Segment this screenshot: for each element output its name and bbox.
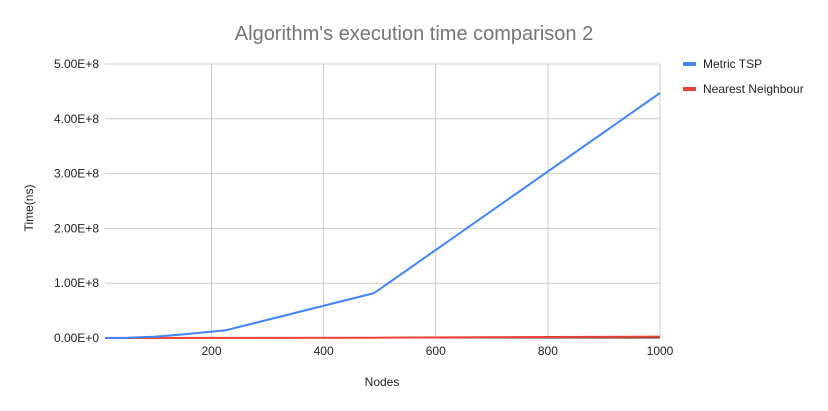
y-tick-label: 4.00E+8 xyxy=(54,112,99,126)
legend-swatch xyxy=(683,87,696,91)
legend-swatch xyxy=(683,62,696,66)
legend: Metric TSP Nearest Neighbour xyxy=(683,57,804,96)
legend-entry: Metric TSP xyxy=(703,57,762,71)
x-axis-label: Nodes xyxy=(365,375,400,389)
x-tick-label: 200 xyxy=(201,344,221,358)
x-tick-label: 600 xyxy=(426,344,446,358)
y-tick-label: 0.00E+0 xyxy=(54,331,99,345)
x-tick-label: 400 xyxy=(314,344,334,358)
y-axis-label: Time(ns) xyxy=(22,185,36,232)
series-line-metric-tsp xyxy=(104,92,661,339)
series-line-nearest-neighbour xyxy=(104,335,661,339)
x-axis-ticks: 200 400 600 800 1000 xyxy=(201,344,673,358)
y-axis-ticks: 0.00E+0 1.00E+8 2.00E+8 3.00E+8 4.00E+8 5.00E… xyxy=(54,57,99,345)
x-tick-label: 800 xyxy=(538,344,558,358)
y-tick-label: 1.00E+8 xyxy=(54,276,99,290)
y-tick-label: 2.00E+8 xyxy=(54,221,99,235)
chart-title: Algorithm's execution time comparison 2 xyxy=(235,23,593,45)
y-tick-label: 3.00E+8 xyxy=(54,167,99,181)
series-lines xyxy=(104,92,661,339)
x-tick-label: 1000 xyxy=(647,344,674,358)
y-tick-label: 5.00E+8 xyxy=(54,57,99,71)
legend-entry: Nearest Neighbour xyxy=(703,82,804,96)
gridlines xyxy=(105,63,661,339)
